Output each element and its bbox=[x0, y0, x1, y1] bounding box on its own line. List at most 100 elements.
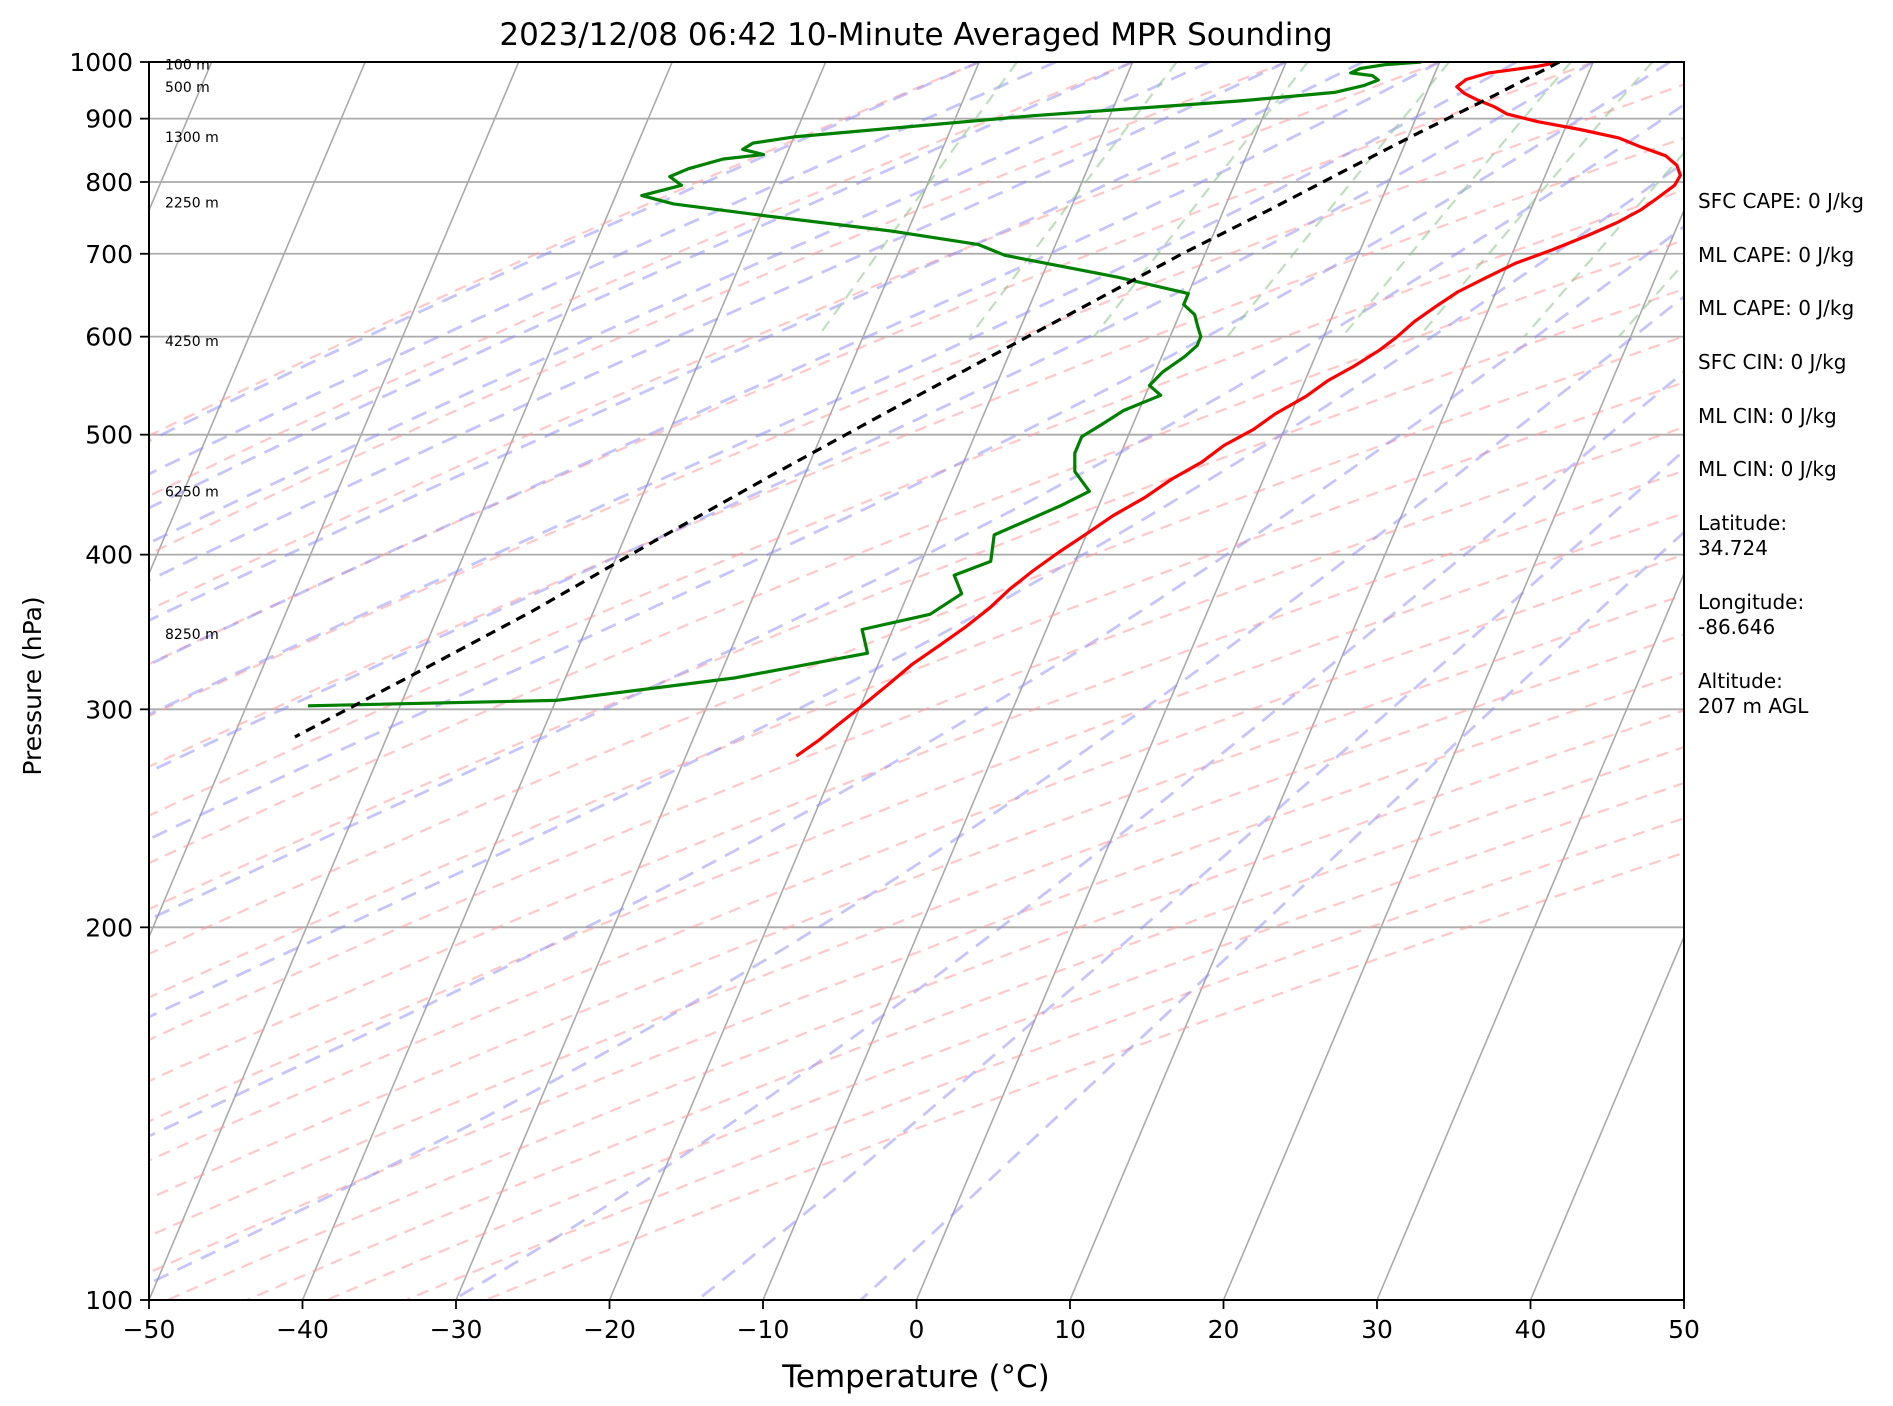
x-tick-label: −50 bbox=[123, 1315, 176, 1344]
dry-adiabat-line bbox=[485, 851, 1684, 1300]
dry-adiabat-line bbox=[167, 709, 1684, 1300]
moist-adiabat-line bbox=[149, 224, 1684, 1138]
dewpoint-profile-line bbox=[307, 62, 1422, 708]
moist-adiabat-line bbox=[149, 103, 1684, 921]
height-label: 1300 m bbox=[165, 130, 219, 146]
y-tick-label: 600 bbox=[85, 323, 133, 352]
y-tick-label: 400 bbox=[85, 541, 133, 570]
y-tick-label: 300 bbox=[85, 695, 133, 724]
height-label: 6250 m bbox=[165, 484, 219, 500]
y-tick-label: 800 bbox=[85, 168, 133, 197]
x-tick-label: −20 bbox=[583, 1315, 636, 1344]
moist-adiabat-line bbox=[149, 62, 1441, 667]
mixing-ratio-line bbox=[968, 62, 1178, 338]
isotherm-line bbox=[915, 62, 1441, 1300]
dry-adiabat-line bbox=[149, 425, 1684, 1042]
y-tick-label: 100 bbox=[85, 1286, 133, 1315]
dry-adiabat-line bbox=[149, 62, 1441, 612]
dry-adiabat-line bbox=[149, 671, 1684, 1274]
dry-adiabat-line bbox=[149, 62, 1594, 666]
mixing-ratio-line bbox=[1093, 62, 1309, 338]
isotherm-line bbox=[1376, 571, 1684, 1300]
ml-cin-text-2: ML CIN: 0 J/kg bbox=[1698, 457, 1837, 481]
moist-adiabat-line bbox=[149, 294, 1684, 1285]
x-tick-label: −40 bbox=[276, 1315, 329, 1344]
dry-adiabat-line bbox=[149, 469, 1684, 1083]
x-tick-label: 20 bbox=[1208, 1315, 1240, 1344]
x-tick-label: −10 bbox=[737, 1315, 790, 1344]
longitude-label: Longitude: bbox=[1698, 590, 1805, 614]
isotherm-line bbox=[301, 62, 827, 1300]
moist-adiabat-line bbox=[696, 448, 1684, 1300]
moist-adiabat-line bbox=[149, 62, 1364, 622]
longitude-value: -86.646 bbox=[1698, 615, 1776, 639]
latitude-value: 34.724 bbox=[1698, 536, 1768, 560]
moist-adiabat-line bbox=[149, 62, 1057, 476]
x-tick-label: −30 bbox=[430, 1315, 483, 1344]
dry-adiabat-line bbox=[149, 238, 1684, 865]
altitude-value: 207 m AGL bbox=[1698, 694, 1809, 718]
dry-adiabat-line bbox=[326, 781, 1684, 1300]
dry-adiabat-line bbox=[405, 817, 1684, 1300]
dry-adiabat-line bbox=[149, 62, 1134, 498]
x-tick-label: 0 bbox=[909, 1315, 925, 1344]
dry-adiabat-line bbox=[246, 745, 1684, 1300]
isotherm-line bbox=[149, 62, 520, 939]
moist-adiabat-line bbox=[149, 62, 980, 443]
sfc-cape-text: SFC CAPE: 0 J/kg bbox=[1698, 189, 1864, 213]
moist-adiabat-line bbox=[452, 369, 1684, 1300]
moist-adiabat-line bbox=[149, 62, 1134, 510]
ml-cape-text: ML CAPE: 0 J/kg bbox=[1698, 243, 1855, 267]
moist-adiabat-line bbox=[149, 160, 1684, 1019]
dry-adiabat-line bbox=[149, 633, 1684, 1238]
dry-adiabat-line bbox=[149, 593, 1684, 1200]
height-label: 4250 m bbox=[165, 334, 219, 350]
dry-adiabat-line bbox=[149, 553, 1684, 1162]
dry-adiabat-line bbox=[149, 62, 1287, 556]
x-axis-label: Temperature (°C) bbox=[781, 1359, 1050, 1395]
parcel-profile-line bbox=[294, 62, 1561, 739]
isotherm-line bbox=[149, 62, 366, 576]
isotherm-line bbox=[149, 62, 673, 1300]
height-label: 100 m bbox=[165, 58, 210, 74]
y-tick-label: 1000 bbox=[69, 48, 133, 77]
plot-frame bbox=[148, 61, 1685, 1301]
dry-adiabat-line bbox=[149, 188, 1684, 817]
y-tick-label: 500 bbox=[85, 421, 133, 450]
dry-adiabat-line bbox=[149, 381, 1684, 999]
moist-adiabat-line bbox=[149, 62, 1518, 716]
chart-title: 2023/12/08 06:42 10-Minute Averaged MPR … bbox=[499, 17, 1332, 53]
moist-adiabat-line bbox=[149, 62, 1210, 545]
x-tick-label: 30 bbox=[1361, 1315, 1393, 1344]
x-tick-label: 50 bbox=[1668, 1315, 1700, 1344]
mixing-ratio-line bbox=[1341, 62, 1572, 338]
y-tick-label: 700 bbox=[85, 240, 133, 269]
x-tick-label: 10 bbox=[1054, 1315, 1086, 1344]
height-label: 8250 m bbox=[165, 627, 219, 643]
moist-adiabat-line bbox=[149, 62, 1287, 582]
y-axis-label: Pressure (hPa) bbox=[18, 596, 47, 775]
isotherm-line bbox=[1529, 934, 1684, 1300]
moist-adiabat-line bbox=[149, 62, 1594, 774]
sfc-cin-text: SFC CIN: 0 J/kg bbox=[1698, 350, 1847, 374]
latitude-label: Latitude: bbox=[1698, 511, 1788, 535]
height-label: 2250 m bbox=[165, 196, 219, 212]
mixing-ratio-line bbox=[817, 62, 1018, 338]
x-tick-label: 40 bbox=[1515, 1315, 1547, 1344]
moist-adiabat-line bbox=[149, 62, 1671, 841]
dry-adiabat-line bbox=[149, 511, 1684, 1123]
altitude-label: Altitude: bbox=[1698, 669, 1783, 693]
y-tick-label: 900 bbox=[85, 105, 133, 134]
ml-cape-text-2: ML CAPE: 0 J/kg bbox=[1698, 296, 1855, 320]
dry-adiabat-line bbox=[149, 335, 1684, 956]
mixing-ratio-line bbox=[1523, 151, 1684, 338]
dry-adiabat-line bbox=[149, 287, 1684, 911]
y-tick-label: 200 bbox=[85, 913, 133, 942]
temperature-profile-line bbox=[795, 62, 1682, 758]
isotherm-line bbox=[1222, 208, 1684, 1300]
height-label: 500 m bbox=[165, 80, 210, 96]
mixing-ratio-line bbox=[1618, 261, 1684, 338]
ml-cin-text: ML CIN: 0 J/kg bbox=[1698, 404, 1837, 428]
dry-adiabat-line bbox=[149, 83, 1684, 718]
